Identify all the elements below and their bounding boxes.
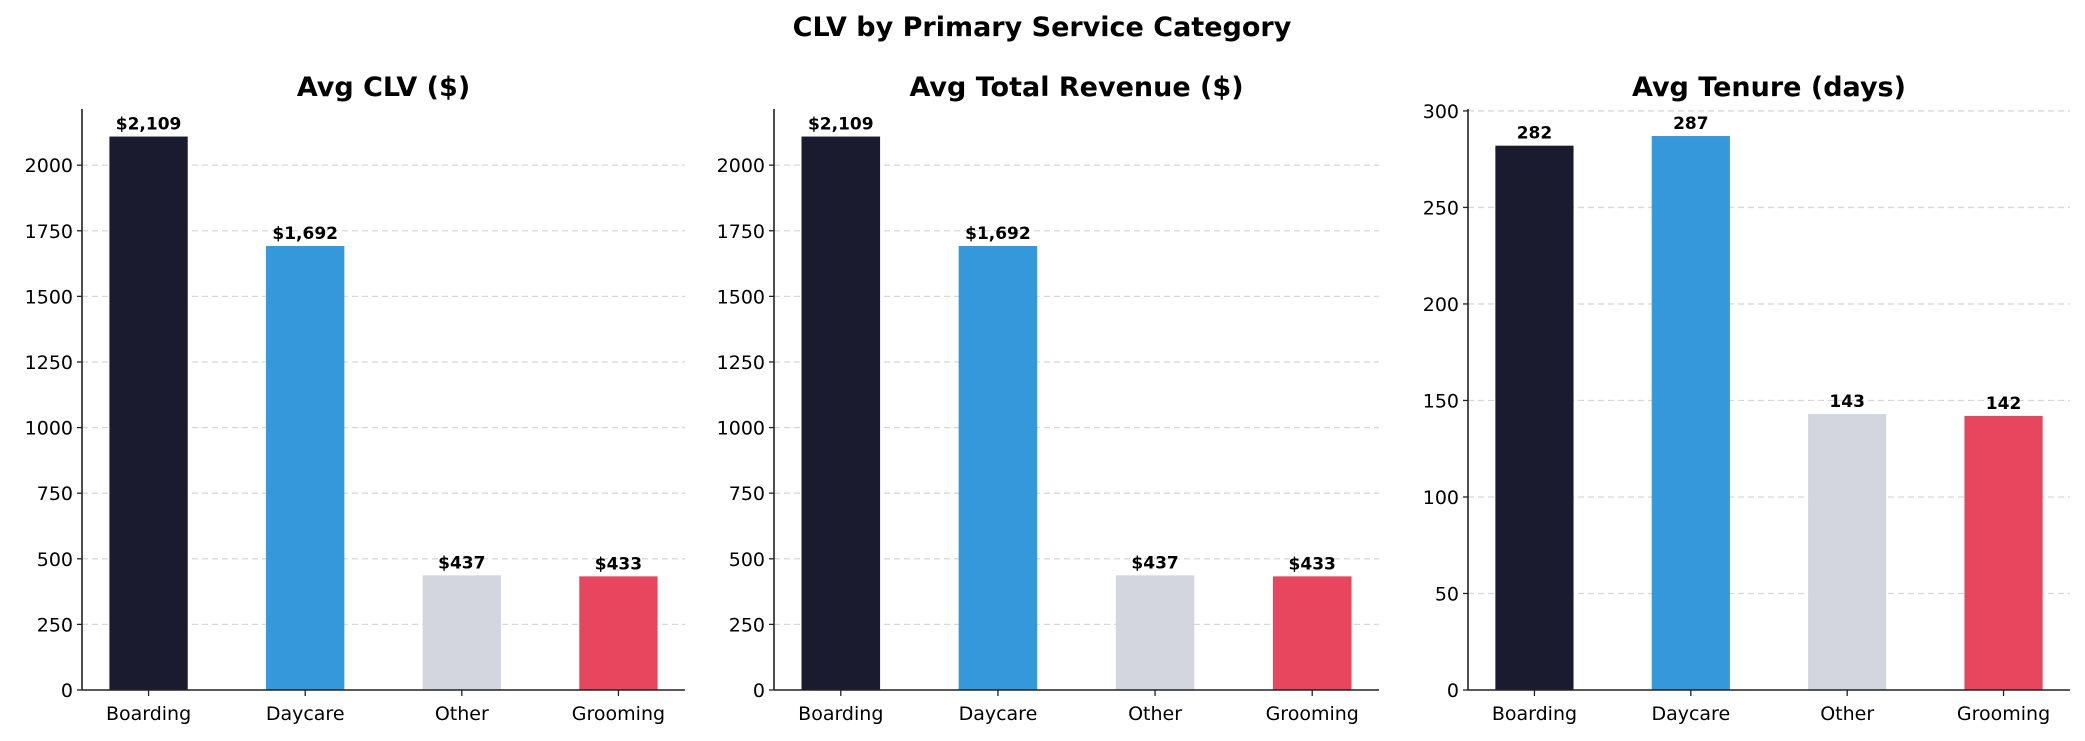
y-tick-label: 1000 <box>25 418 73 440</box>
y-tick-label: 250 <box>729 614 765 636</box>
bar-other <box>1115 575 1195 690</box>
x-tick-label: Boarding <box>798 703 883 725</box>
panel-title: Avg Tenure (days) <box>1632 72 1906 103</box>
y-tick-label: 500 <box>729 549 765 571</box>
y-tick-label: 1500 <box>717 286 765 308</box>
y-tick-label: 1500 <box>25 286 73 308</box>
y-tick-label: 750 <box>729 483 765 505</box>
x-tick-label: Boarding <box>106 703 191 725</box>
y-tick-label: 2000 <box>717 155 765 177</box>
data-label: 282 <box>1517 124 1553 144</box>
x-tick-label: Other <box>1128 703 1182 725</box>
data-label: 142 <box>1986 394 2022 414</box>
data-label: $2,109 <box>808 115 874 135</box>
bar-boarding <box>801 136 881 690</box>
data-label: $437 <box>438 553 485 573</box>
bar-other <box>1808 413 1887 690</box>
bar-daycare <box>958 245 1038 690</box>
bar-daycare <box>1651 136 1730 690</box>
bar-boarding <box>1495 145 1574 690</box>
y-tick-label: 0 <box>1447 680 1459 702</box>
x-tick-label: Other <box>435 703 489 725</box>
bar-grooming <box>1964 415 2043 690</box>
bar-other <box>422 575 501 690</box>
x-tick-label: Grooming <box>572 703 665 725</box>
x-tick-label: Grooming <box>1957 703 2050 725</box>
figure-title: CLV by Primary Service Category <box>793 12 1292 43</box>
x-tick-label: Boarding <box>1492 703 1577 725</box>
data-label: $433 <box>595 554 642 574</box>
bar-grooming <box>579 576 658 690</box>
data-label: $2,109 <box>116 115 182 135</box>
y-tick-label: 750 <box>37 483 73 505</box>
panel-1: Avg CLV ($) 0 250 500 750 1000 1250 1500 1750 200… <box>25 72 685 725</box>
y-tick-label: 2000 <box>25 155 73 177</box>
bar-boarding <box>109 136 188 690</box>
panel-title: Avg Total Revenue ($) <box>909 72 1243 103</box>
y-tick-label: 300 <box>1423 101 1459 123</box>
y-tick-label: 250 <box>37 614 73 636</box>
y-tick-label: 1000 <box>717 418 765 440</box>
y-tick-label: 250 <box>1423 197 1459 219</box>
data-label: 287 <box>1673 114 1709 134</box>
x-tick-label: Daycare <box>1651 703 1730 725</box>
data-label: 143 <box>1829 392 1865 412</box>
y-tick-label: 0 <box>61 680 73 702</box>
data-label: $433 <box>1289 554 1336 574</box>
y-tick-label: 1750 <box>717 221 765 243</box>
y-tick-label: 100 <box>1423 487 1459 509</box>
y-tick-label: 0 <box>753 680 765 702</box>
data-label: $1,692 <box>272 224 338 244</box>
y-tick-label: 1250 <box>25 352 73 374</box>
y-tick-label: 150 <box>1423 390 1459 412</box>
data-label: $1,692 <box>965 224 1031 244</box>
panel-3: Avg Tenure (days) 0 50 100 150 200 250 300 282 Bo… <box>1423 72 2070 725</box>
data-label: $437 <box>1131 553 1178 573</box>
panel-title: Avg CLV ($) <box>297 72 470 103</box>
bar-daycare <box>266 245 345 690</box>
bar-grooming <box>1272 576 1352 690</box>
x-tick-label: Grooming <box>1266 703 1359 725</box>
x-tick-label: Daycare <box>959 703 1038 725</box>
x-tick-label: Daycare <box>266 703 345 725</box>
y-tick-label: 200 <box>1423 294 1459 316</box>
x-tick-label: Other <box>1820 703 1874 725</box>
panel-2: Avg Total Revenue ($) 0 250 500 750 1000 1250 1… <box>717 72 1379 725</box>
y-tick-label: 1750 <box>25 221 73 243</box>
y-tick-label: 1250 <box>717 352 765 374</box>
y-tick-label: 50 <box>1435 583 1459 605</box>
y-tick-label: 500 <box>37 549 73 571</box>
